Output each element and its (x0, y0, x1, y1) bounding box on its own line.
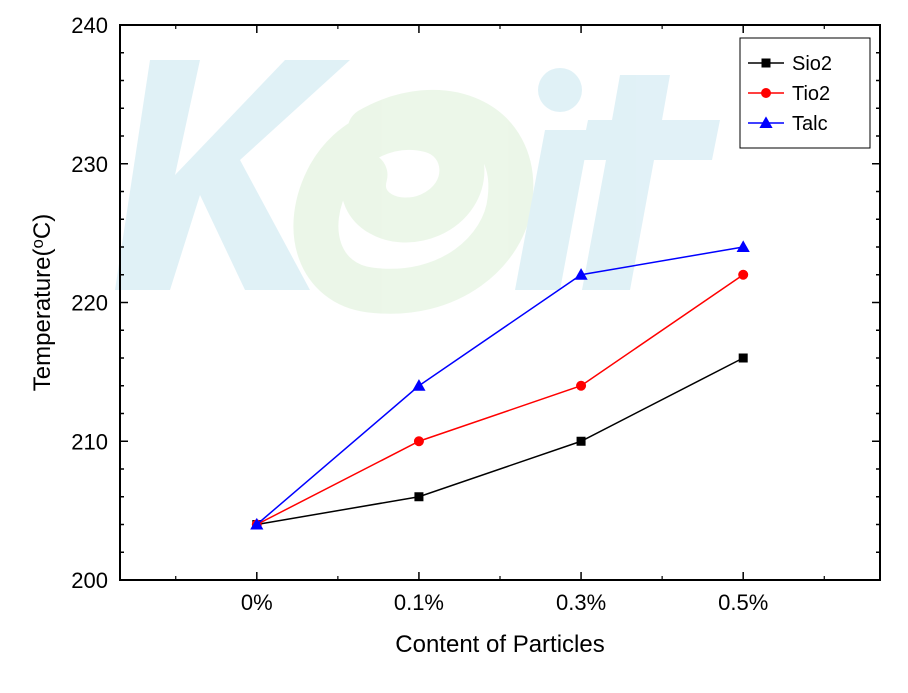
y-tick-label: 230 (71, 152, 108, 177)
x-axis-label: Content of Particles (395, 631, 604, 658)
legend-label: Talc (792, 113, 828, 135)
y-tick-label: 240 (71, 13, 108, 38)
x-tick-label: 0.5% (718, 590, 768, 615)
x-tick-label: 0.1% (394, 590, 444, 615)
y-tick-label: 210 (71, 429, 108, 454)
x-tick-label: 0% (241, 590, 273, 615)
y-tick-label: 220 (71, 291, 108, 316)
x-tick-label: 0.3% (556, 590, 606, 615)
legend-label: Sio2 (792, 53, 832, 75)
legend-label: Tio2 (792, 83, 830, 105)
y-tick-label: 200 (71, 568, 108, 593)
chart-container: 2002102202302400%0.1%0.3%0.5%Temperature… (0, 0, 908, 693)
line-chart: 2002102202302400%0.1%0.3%0.5%Temperature… (0, 0, 908, 693)
legend: Sio2 Tio2 Talc (740, 38, 870, 148)
